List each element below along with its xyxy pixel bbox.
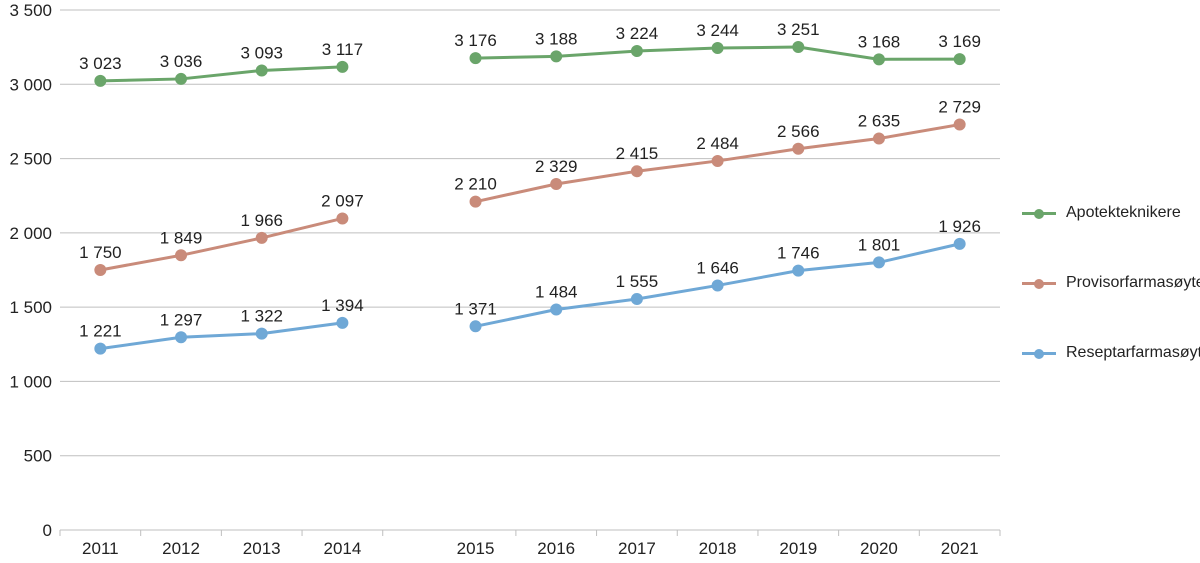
chart-svg: 0 500 1 000 1 500 2 000 2 500 3 000 3 500 2011 20…: [0, 0, 1200, 563]
svg-text:2019: 2019: [779, 539, 817, 558]
svg-text:3 500: 3 500: [9, 1, 52, 20]
svg-text:1 750: 1 750: [79, 243, 122, 262]
svg-text:2020: 2020: [860, 539, 898, 558]
svg-text:1 966: 1 966: [240, 211, 283, 230]
legend-label: Reseptarfarmasøyter: [1066, 344, 1200, 362]
svg-text:3 000: 3 000: [9, 75, 52, 94]
svg-text:1 297: 1 297: [160, 310, 203, 329]
legend-swatch: [1022, 212, 1056, 215]
svg-text:2 097: 2 097: [321, 191, 364, 210]
legend-item: Provisorfarmasøyter: [1022, 270, 1200, 296]
svg-text:2021: 2021: [941, 539, 979, 558]
svg-text:500: 500: [24, 447, 52, 466]
svg-text:1 394: 1 394: [321, 296, 364, 315]
legend-swatch: [1022, 352, 1056, 355]
svg-text:1 926: 1 926: [938, 217, 981, 236]
svg-text:3 023: 3 023: [79, 54, 122, 73]
svg-text:2 415: 2 415: [616, 144, 659, 163]
svg-text:2 500: 2 500: [9, 150, 52, 169]
svg-text:2 329: 2 329: [535, 157, 578, 176]
legend: Apotekteknikere Provisorfarmasøyter Rese…: [1022, 200, 1200, 410]
svg-text:3 168: 3 168: [858, 32, 901, 51]
svg-text:3 036: 3 036: [160, 52, 203, 71]
legend-swatch: [1022, 282, 1056, 285]
svg-text:2 000: 2 000: [9, 224, 52, 243]
svg-text:3 188: 3 188: [535, 29, 578, 48]
svg-text:2 484: 2 484: [696, 134, 739, 153]
legend-item: Apotekteknikere: [1022, 200, 1200, 226]
svg-text:2 210: 2 210: [454, 175, 497, 194]
svg-text:0: 0: [43, 521, 52, 540]
svg-text:3 244: 3 244: [696, 21, 739, 40]
svg-text:1 801: 1 801: [858, 235, 901, 254]
svg-text:2014: 2014: [323, 539, 361, 558]
svg-text:1 484: 1 484: [535, 283, 578, 302]
svg-text:2012: 2012: [162, 539, 200, 558]
svg-text:2017: 2017: [618, 539, 656, 558]
svg-text:1 849: 1 849: [160, 228, 203, 247]
svg-text:1 555: 1 555: [616, 272, 659, 291]
svg-text:3 169: 3 169: [938, 32, 981, 51]
svg-text:1 221: 1 221: [79, 322, 122, 341]
svg-text:2018: 2018: [699, 539, 737, 558]
svg-text:1 322: 1 322: [240, 307, 283, 326]
svg-text:3 093: 3 093: [240, 43, 283, 62]
svg-text:1 371: 1 371: [454, 299, 497, 318]
legend-label: Apotekteknikere: [1066, 204, 1181, 222]
svg-text:3 176: 3 176: [454, 31, 497, 50]
svg-text:2 635: 2 635: [858, 112, 901, 131]
legend-label: Provisorfarmasøyter: [1066, 274, 1200, 292]
svg-text:2013: 2013: [243, 539, 281, 558]
svg-text:2 566: 2 566: [777, 122, 820, 141]
svg-text:2015: 2015: [457, 539, 495, 558]
svg-text:2011: 2011: [82, 539, 119, 558]
svg-text:3 251: 3 251: [777, 20, 820, 39]
svg-text:1 646: 1 646: [696, 258, 739, 277]
svg-text:1 000: 1 000: [9, 372, 52, 391]
svg-text:2016: 2016: [537, 539, 575, 558]
svg-text:3 117: 3 117: [322, 40, 363, 59]
legend-item: Reseptarfarmasøyter: [1022, 340, 1200, 366]
svg-text:1 500: 1 500: [9, 298, 52, 317]
svg-text:2 729: 2 729: [938, 98, 981, 117]
line-chart: 0 500 1 000 1 500 2 000 2 500 3 000 3 500 2011 20…: [0, 0, 1200, 563]
svg-text:1 746: 1 746: [777, 244, 820, 263]
svg-text:3 224: 3 224: [616, 24, 659, 43]
